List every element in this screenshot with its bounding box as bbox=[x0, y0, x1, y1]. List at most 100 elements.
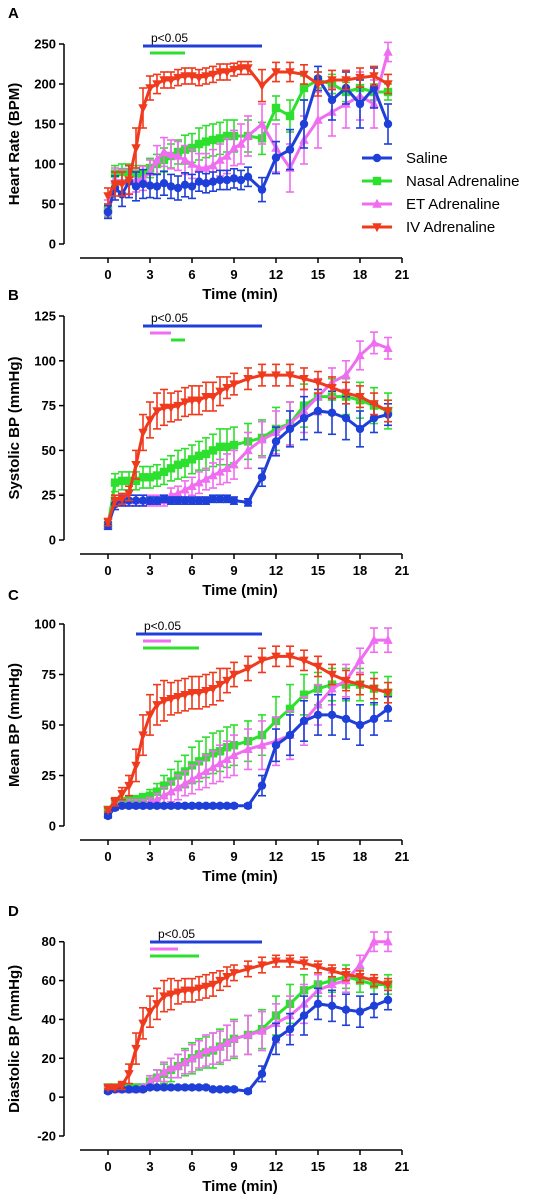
x-tick-label: 18 bbox=[353, 1159, 367, 1174]
data-point bbox=[369, 400, 379, 410]
data-point bbox=[159, 403, 169, 413]
series-iv-adrenaline bbox=[103, 645, 393, 816]
x-tick-label: 0 bbox=[104, 267, 111, 282]
data-point bbox=[152, 182, 162, 191]
data-point bbox=[173, 988, 183, 998]
data-point bbox=[103, 518, 113, 528]
legend-marker bbox=[372, 223, 382, 233]
data-point bbox=[124, 801, 134, 810]
y-tick-label: 250 bbox=[34, 37, 56, 52]
data-point bbox=[173, 73, 183, 83]
data-point bbox=[180, 801, 190, 810]
data-point bbox=[194, 688, 204, 698]
data-point bbox=[355, 680, 365, 690]
data-point bbox=[173, 183, 183, 193]
data-point bbox=[166, 464, 176, 473]
y-axis-title: Mean BP (mmHg) bbox=[6, 663, 23, 787]
data-point bbox=[383, 995, 393, 1005]
data-point bbox=[138, 104, 148, 114]
x-tick-label: 9 bbox=[230, 849, 237, 864]
x-axis-title: Time (min) bbox=[202, 286, 278, 303]
data-point bbox=[180, 1056, 190, 1066]
data-point bbox=[229, 670, 239, 680]
x-tick-label: 6 bbox=[188, 849, 195, 864]
data-point bbox=[285, 145, 295, 154]
data-point bbox=[327, 95, 337, 105]
data-point bbox=[222, 442, 232, 452]
y-tick-label: 50 bbox=[42, 197, 56, 212]
data-point bbox=[257, 118, 267, 128]
data-point bbox=[271, 68, 281, 78]
data-point bbox=[145, 473, 155, 482]
legend-marker bbox=[372, 153, 382, 163]
data-point bbox=[208, 762, 218, 772]
data-point bbox=[124, 476, 134, 486]
data-point bbox=[257, 740, 267, 749]
data-point bbox=[187, 986, 197, 996]
data-point bbox=[236, 175, 246, 185]
data-point bbox=[194, 162, 204, 172]
data-point bbox=[243, 64, 253, 74]
data-point bbox=[124, 1070, 134, 1080]
data-point bbox=[222, 494, 232, 503]
data-point bbox=[201, 449, 211, 459]
y-tick-label: 75 bbox=[42, 398, 56, 413]
panel-d: D -20 0 20 40 60 80 0 3 6 9 12 15 18 21 Time (min) Diast… bbox=[6, 903, 409, 1194]
data-point bbox=[383, 704, 393, 714]
x-tick-label: 6 bbox=[188, 267, 195, 282]
data-point bbox=[103, 806, 113, 816]
x-tick-label: 21 bbox=[395, 563, 409, 578]
data-point bbox=[180, 484, 190, 494]
data-point bbox=[271, 652, 281, 662]
data-point bbox=[110, 1083, 120, 1093]
data-point bbox=[299, 83, 309, 93]
data-point bbox=[285, 68, 295, 78]
data-point bbox=[369, 1001, 379, 1011]
data-point bbox=[131, 182, 141, 191]
data-point bbox=[180, 986, 190, 996]
data-point bbox=[201, 392, 211, 402]
data-point bbox=[208, 446, 218, 455]
data-point bbox=[145, 791, 155, 800]
y-axis-title: Systolic BP (mmHg) bbox=[6, 356, 23, 499]
data-point bbox=[215, 1085, 225, 1094]
series-iv-adrenaline bbox=[103, 954, 393, 1093]
data-point bbox=[187, 158, 197, 168]
y-tick-label: 20 bbox=[42, 1051, 56, 1066]
x-tick-label: 0 bbox=[104, 563, 111, 578]
legend-label: Saline bbox=[406, 150, 448, 167]
data-point bbox=[166, 990, 176, 1000]
y-tick-label: 200 bbox=[34, 77, 56, 92]
data-point bbox=[299, 959, 309, 969]
data-point bbox=[257, 781, 267, 790]
legend-label: ET Adrenaline bbox=[406, 196, 500, 213]
data-point bbox=[138, 428, 148, 438]
x-tick-label: 12 bbox=[269, 1159, 283, 1174]
x-tick-label: 6 bbox=[188, 563, 195, 578]
data-point bbox=[152, 787, 162, 796]
data-point bbox=[215, 154, 225, 164]
data-point bbox=[159, 781, 169, 790]
data-point bbox=[145, 711, 155, 721]
data-point bbox=[138, 793, 148, 802]
data-point bbox=[257, 1025, 267, 1035]
data-point bbox=[131, 761, 141, 771]
data-point bbox=[369, 634, 379, 644]
data-point bbox=[313, 406, 323, 416]
data-point bbox=[383, 80, 393, 90]
data-point bbox=[180, 691, 190, 700]
x-tick-label: 15 bbox=[311, 849, 325, 864]
legend-label: IV Adrenaline bbox=[406, 219, 495, 236]
data-point bbox=[327, 383, 337, 393]
data-point bbox=[152, 1083, 162, 1092]
data-point bbox=[215, 175, 225, 185]
data-point bbox=[194, 477, 204, 487]
legend: Saline Nasal Adrenaline ET Adrenaline IV Ad… bbox=[362, 150, 519, 236]
data-point bbox=[152, 154, 162, 164]
y-tick-label: 40 bbox=[42, 1012, 56, 1027]
data-point bbox=[299, 716, 309, 726]
data-point bbox=[187, 481, 197, 490]
data-point bbox=[313, 80, 323, 90]
y-tick-label: -20 bbox=[37, 1129, 56, 1144]
data-point bbox=[299, 70, 309, 80]
